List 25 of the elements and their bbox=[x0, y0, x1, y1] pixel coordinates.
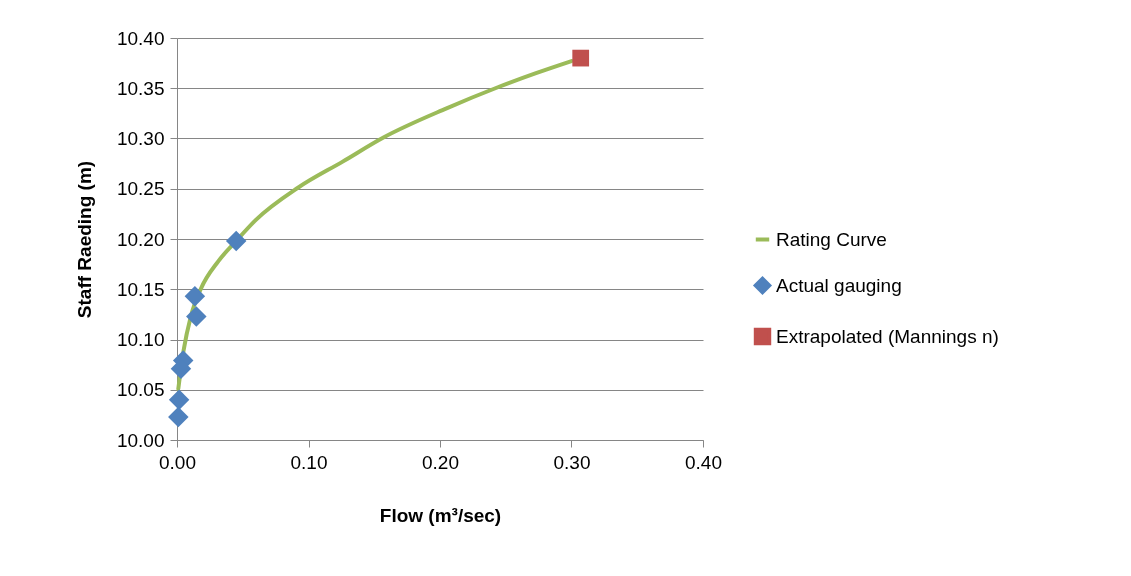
x-tick-label: 0.40 bbox=[685, 451, 722, 473]
x-tick-label: 0.20 bbox=[422, 451, 459, 473]
legend-label: Actual gauging bbox=[776, 274, 902, 296]
y-tick-label: 10.10 bbox=[116, 329, 165, 350]
y-tick-label: 10.00 bbox=[116, 429, 165, 451]
y-tick-label: 10.05 bbox=[116, 379, 165, 401]
x-axis-title: Flow (m³/sec) bbox=[379, 504, 502, 526]
point bbox=[168, 389, 190, 411]
y-tick-label: 10.30 bbox=[116, 128, 165, 149]
x-tick-label: 0.00 bbox=[159, 451, 196, 473]
point bbox=[572, 49, 590, 67]
point bbox=[186, 306, 207, 327]
x-tick-label: 0.30 bbox=[553, 451, 591, 473]
y-tick-label: 10.20 bbox=[116, 228, 165, 250]
legend-label: Extrapolated (Mannings n) bbox=[776, 325, 999, 347]
y-tick-label: 10.35 bbox=[116, 77, 165, 99]
point bbox=[168, 406, 189, 428]
x-tick-label: 0.10 bbox=[290, 451, 328, 473]
point bbox=[225, 230, 247, 252]
point bbox=[184, 286, 206, 307]
y-axis-title: Staff Raeding (m) bbox=[73, 160, 95, 319]
y-tick-label: 10.40 bbox=[116, 27, 165, 49]
legend-label: Rating Curve bbox=[776, 228, 887, 250]
y-tick-label: 10.15 bbox=[116, 278, 165, 300]
y-tick-label: 10.25 bbox=[116, 178, 165, 200]
